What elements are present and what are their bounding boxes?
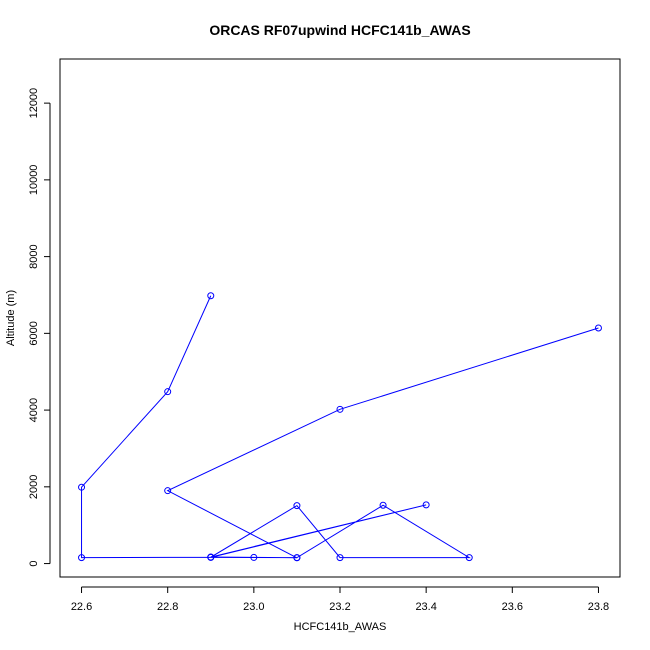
x-tick-label: 23.4	[415, 601, 436, 613]
x-tick-label: 22.8	[157, 601, 178, 613]
series-line	[81, 295, 599, 559]
data-point	[293, 554, 301, 562]
data-point	[465, 554, 473, 562]
x-axis: 22.6 22.8 23.0 23.2 23.4 23.6 23.8	[71, 586, 609, 613]
data-point	[336, 405, 344, 413]
y-tick-label: 2000	[28, 475, 40, 499]
y-axis-label: Altitude (m)	[5, 290, 17, 346]
data-point	[379, 501, 387, 509]
x-tick-label: 23.2	[329, 601, 350, 613]
y-axis: 0 2000 4000 6000 8000 10000 12000	[28, 88, 51, 567]
y-tick-label: 10000	[28, 165, 40, 196]
x-tick-label: 23.0	[243, 601, 264, 613]
data-point	[78, 554, 86, 562]
y-tick-label: 6000	[28, 321, 40, 345]
chart-title: ORCAS RF07upwind HCFC141b_AWAS	[209, 22, 470, 38]
y-tick-label: 12000	[28, 88, 40, 119]
data-point	[207, 292, 215, 300]
data-point	[164, 487, 172, 495]
y-tick-label: 0	[28, 561, 40, 567]
series-layer	[78, 292, 602, 562]
data-point	[594, 324, 602, 332]
data-point	[293, 502, 301, 510]
data-point	[207, 553, 215, 561]
data-point	[250, 553, 258, 561]
x-axis-label: HCFC141b_AWAS	[294, 621, 387, 633]
data-point	[78, 483, 86, 491]
x-tick-label: 23.6	[502, 601, 523, 613]
data-point	[164, 388, 172, 396]
y-tick-label: 8000	[28, 244, 40, 268]
plot-frame	[59, 58, 621, 578]
data-point	[336, 554, 344, 562]
data-point	[422, 501, 430, 509]
x-tick-label: 22.6	[71, 601, 92, 613]
x-tick-label: 23.8	[588, 601, 609, 613]
y-tick-label: 4000	[28, 398, 40, 422]
